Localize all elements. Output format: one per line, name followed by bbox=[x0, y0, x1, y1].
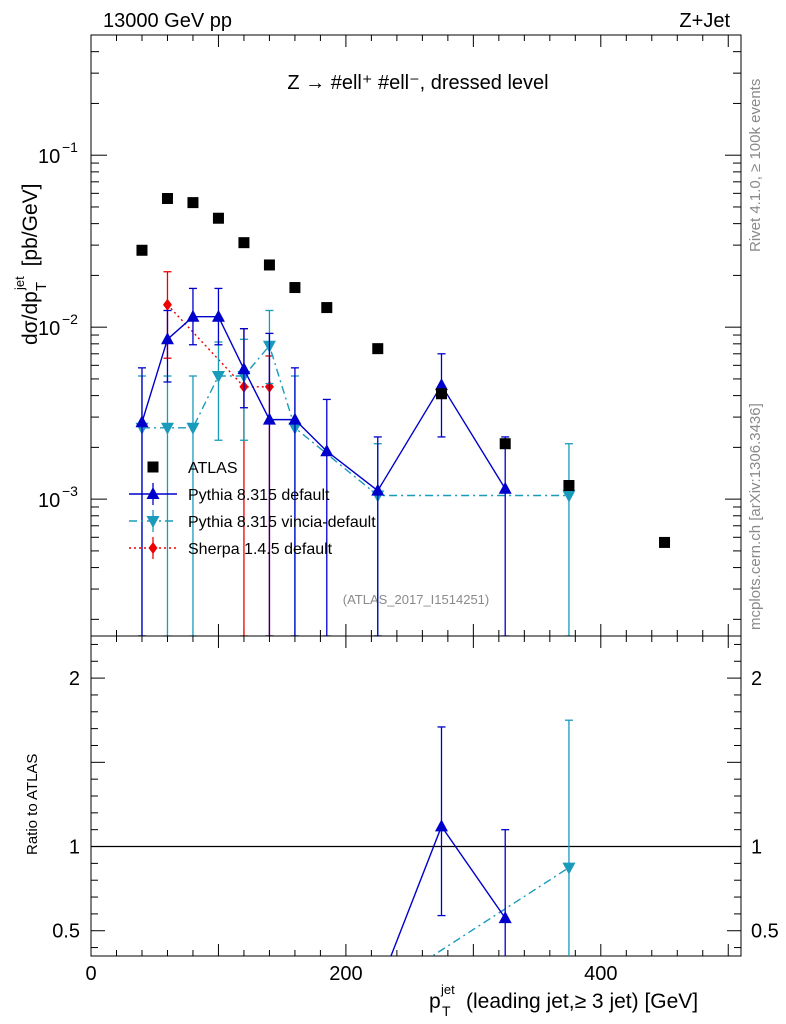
ratio-y-tick-label-right: 1 bbox=[751, 837, 762, 859]
y-tick-label-exponent: −3 bbox=[62, 483, 78, 499]
main-data-point bbox=[211, 371, 225, 384]
main-data-point bbox=[371, 483, 385, 496]
main-data-point bbox=[263, 259, 275, 271]
ratio-data-point bbox=[498, 911, 512, 924]
x-tick-label: 200 bbox=[329, 963, 362, 985]
plot-title: Z → #ell⁺ #ell⁻, dressed level bbox=[287, 72, 548, 94]
mcplots-label: mcplots.cern.ch [arXiv:1306.3436] bbox=[747, 403, 764, 630]
legend-marker bbox=[148, 542, 158, 554]
rivet-version-label: Rivet 4.1.0, ≥ 100k events bbox=[747, 79, 764, 252]
main-data-point bbox=[372, 343, 384, 355]
main-data-point bbox=[321, 302, 333, 314]
main-data-point bbox=[320, 444, 334, 457]
ratio-y-tick-label-right: 0.5 bbox=[751, 921, 779, 943]
ratio-series-pythia-8-315-default bbox=[390, 726, 512, 956]
header-energy-label: 13000 GeV pp bbox=[103, 10, 232, 32]
ratio-series-pythia-8-315-vincia-default bbox=[431, 719, 576, 956]
main-data-point bbox=[498, 481, 512, 494]
y-tick-label: 10 bbox=[38, 318, 60, 340]
main-data-point bbox=[161, 193, 173, 205]
main-series-line bbox=[141, 344, 569, 497]
main-data-point bbox=[563, 480, 575, 492]
main-data-point bbox=[136, 244, 148, 256]
main-data-point bbox=[211, 309, 225, 322]
y-tick-label-exponent: −1 bbox=[62, 139, 78, 155]
ratio-series-line bbox=[431, 866, 570, 956]
ratio-y-tick-label-left: 1 bbox=[69, 837, 80, 859]
main-data-point bbox=[659, 536, 671, 548]
y-tick-label-exponent: −2 bbox=[62, 311, 78, 327]
x-title-sup: jet bbox=[440, 982, 455, 997]
header-process-label: Z+Jet bbox=[679, 10, 730, 32]
legend-label: Pythia 8.315 vincia-default bbox=[188, 514, 376, 531]
y-title-sup: jet bbox=[12, 276, 27, 291]
main-data-point bbox=[160, 332, 174, 345]
main-data-point bbox=[186, 422, 200, 435]
y-title-part-a: dσ/dp bbox=[19, 291, 42, 345]
ratio-y-tick-label-left: 2 bbox=[69, 668, 80, 690]
main-data-point bbox=[187, 197, 199, 209]
y-title-units: [pb/GeV] bbox=[19, 184, 42, 273]
legend-label: Pythia 8.315 default bbox=[188, 487, 330, 504]
main-series-pythia-8-315-default bbox=[135, 287, 512, 636]
main-data-point bbox=[162, 298, 172, 311]
ratio-plot-area: 0 200 400 0.5 0.5 1 1 2 2 bbox=[52, 635, 779, 985]
main-data-point bbox=[435, 388, 447, 400]
legend-marker bbox=[146, 487, 160, 499]
ratio-frame bbox=[90, 635, 742, 957]
main-data-point bbox=[288, 412, 302, 425]
main-data-point bbox=[160, 422, 174, 435]
legend-marker bbox=[147, 461, 159, 473]
main-data-point bbox=[237, 362, 251, 375]
x-tick-label: 400 bbox=[584, 963, 617, 985]
main-data-point bbox=[289, 282, 301, 294]
main-data-point bbox=[434, 378, 448, 391]
main-data-point bbox=[186, 309, 200, 322]
analysis-id-label: (ATLAS_2017_I1514251) bbox=[343, 592, 489, 607]
legend: ATLAS Pythia 8.315 default Pythia 8.315 vi… bbox=[129, 460, 376, 559]
main-plot-area: 10−110−210−3 bbox=[38, 34, 742, 637]
main-data-point bbox=[212, 212, 224, 224]
ratio-data-point bbox=[434, 819, 448, 832]
main-data-point bbox=[262, 412, 276, 425]
main-y-axis-title: dσ/dpTjet [pb/GeV] bbox=[12, 184, 50, 345]
x-title-rest: (leading jet,≥ 3 jet) [GeV] bbox=[466, 990, 698, 1013]
x-axis-title: p T jet (leading jet,≥ 3 jet) [GeV] bbox=[429, 982, 698, 1019]
ratio-data-point bbox=[562, 862, 576, 875]
legend-label: Sherpa 1.4.5 default bbox=[188, 541, 333, 558]
ratio-y-tick-label-left: 0.5 bbox=[52, 921, 80, 943]
main-data-point bbox=[238, 237, 250, 249]
x-tick-label: 0 bbox=[85, 963, 96, 985]
x-title-sub: T bbox=[442, 1003, 451, 1019]
ratio-y-axis-title: Ratio to ATLAS bbox=[24, 754, 41, 855]
y-tick-label: 10 bbox=[38, 490, 60, 512]
main-y-axis-title-text: dσ/dpTjet [pb/GeV] bbox=[12, 184, 50, 345]
legend-marker bbox=[146, 516, 160, 528]
main-data-point bbox=[135, 415, 149, 428]
main-series-atlas bbox=[136, 193, 671, 548]
x-title-pt: p bbox=[429, 990, 441, 1013]
ratio-y-tick-label-right: 2 bbox=[751, 668, 762, 690]
y-title-sub: T bbox=[33, 282, 50, 291]
y-tick-label: 10 bbox=[38, 146, 60, 168]
main-data-point bbox=[499, 438, 511, 450]
legend-label: ATLAS bbox=[188, 460, 238, 477]
main-data-point bbox=[562, 490, 576, 503]
